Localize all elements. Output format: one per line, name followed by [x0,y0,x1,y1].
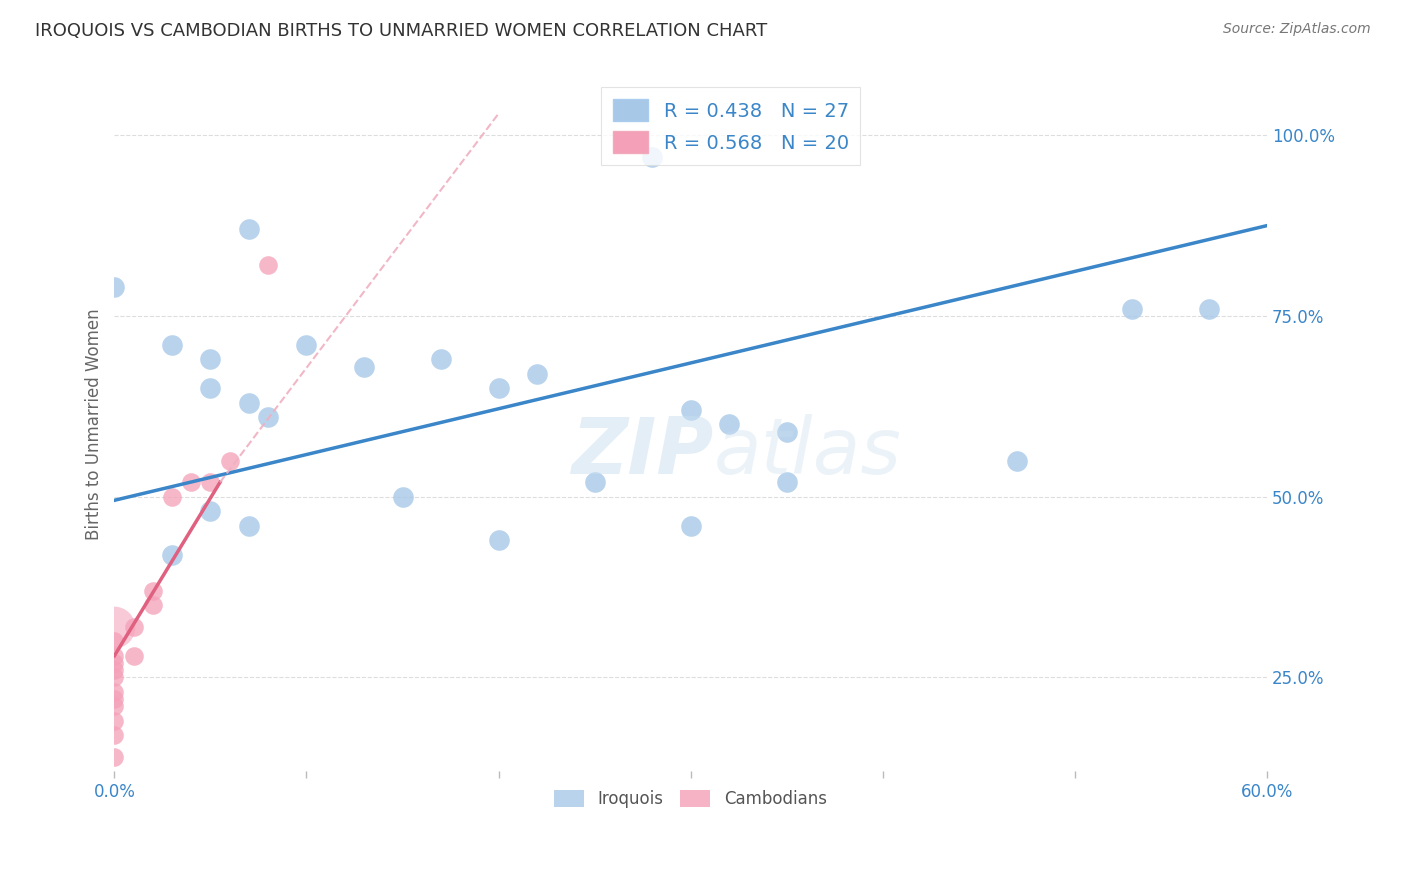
Point [238,518,260,533]
Point [142,583,165,598]
Point [295,338,318,352]
Point [103,634,125,648]
Point [238,222,260,236]
Point [103,685,125,699]
Point [200,381,222,395]
Point [391,490,413,504]
Point [103,692,125,706]
Point [103,620,125,634]
Point [103,280,125,294]
Point [103,656,125,670]
Point [142,598,165,612]
Point [776,475,799,490]
Legend: Iroquois, Cambodians: Iroquois, Cambodians [548,783,834,815]
Y-axis label: Births to Unmarried Women: Births to Unmarried Women [86,309,103,541]
Point [488,381,510,395]
Point [718,417,741,432]
Point [200,352,222,367]
Point [679,518,702,533]
Text: atlas: atlas [714,414,901,491]
Point [180,475,202,490]
Point [679,403,702,417]
Point [238,395,260,409]
Point [1005,453,1028,467]
Point [103,728,125,742]
Point [1198,301,1220,316]
Point [103,714,125,728]
Point [1121,301,1143,316]
Point [200,504,222,518]
Point [257,259,280,273]
Point [641,150,664,164]
Point [257,410,280,425]
Point [583,475,606,490]
Point [160,548,183,562]
Point [430,352,453,367]
Point [103,670,125,684]
Point [526,367,548,381]
Point [160,338,183,352]
Text: ZIP: ZIP [571,414,714,491]
Text: Source: ZipAtlas.com: Source: ZipAtlas.com [1223,22,1371,37]
Text: IROQUOIS VS CAMBODIAN BIRTHS TO UNMARRIED WOMEN CORRELATION CHART: IROQUOIS VS CAMBODIAN BIRTHS TO UNMARRIE… [35,22,768,40]
Point [122,648,145,663]
Point [200,475,222,490]
Point [353,359,375,374]
Point [103,699,125,714]
Point [103,750,125,764]
Point [218,453,240,467]
Point [160,490,183,504]
Point [122,620,145,634]
Point [776,425,799,439]
Point [103,663,125,677]
Point [488,533,510,547]
Point [103,648,125,663]
